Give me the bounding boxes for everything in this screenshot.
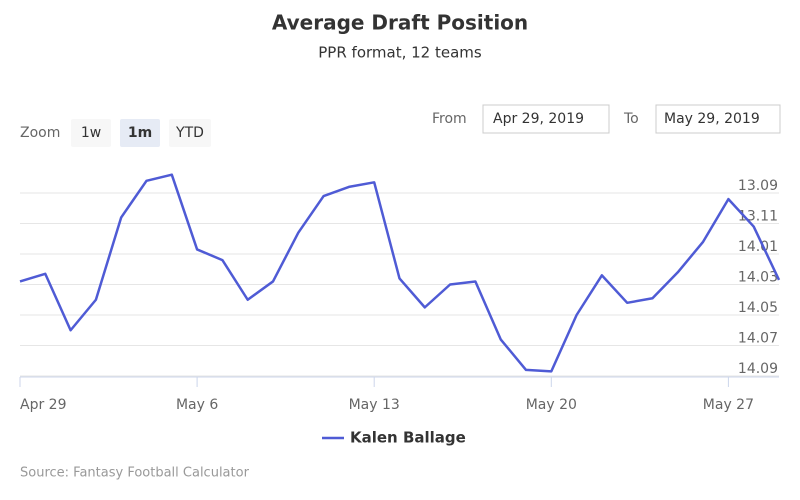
zoom-button[interactable] bbox=[71, 119, 111, 147]
to-value[interactable]: May 29, 2019 bbox=[664, 111, 760, 127]
zoom-button[interactable] bbox=[169, 119, 211, 147]
chart-subtitle: PPR format, 12 teams bbox=[318, 44, 482, 62]
y-tick-label: 14.07 bbox=[738, 331, 778, 347]
x-tick-label: May 6 bbox=[176, 397, 218, 413]
y-tick-label: 14.01 bbox=[738, 239, 778, 255]
y-tick-label: 14.03 bbox=[738, 270, 778, 286]
from-value[interactable]: Apr 29, 2019 bbox=[493, 111, 584, 127]
to-label: To bbox=[623, 111, 639, 127]
zoom-button-label[interactable]: 1w bbox=[81, 125, 101, 141]
y-tick-label: 14.09 bbox=[738, 361, 778, 377]
from-label: From bbox=[432, 111, 467, 127]
from-input[interactable] bbox=[482, 104, 610, 134]
x-tick-label: Apr 29 bbox=[20, 397, 66, 413]
zoom-button-label[interactable]: YTD bbox=[175, 125, 204, 141]
y-tick-label: 13.09 bbox=[738, 178, 778, 194]
chart-title: Average Draft Position bbox=[272, 11, 528, 35]
to-input[interactable] bbox=[655, 104, 781, 134]
x-tick-label: May 13 bbox=[349, 397, 400, 413]
legend-label[interactable]: Kalen Ballage bbox=[350, 429, 466, 447]
y-tick-label: 14.05 bbox=[738, 300, 778, 316]
x-tick-label: May 27 bbox=[703, 397, 754, 413]
zoom-button-label[interactable]: 1m bbox=[128, 125, 152, 141]
source: Source: Fantasy Football Calculator bbox=[20, 466, 250, 481]
zoom-button[interactable] bbox=[120, 119, 160, 147]
zoom-label: Zoom bbox=[20, 125, 60, 141]
x-tick-label: May 20 bbox=[526, 397, 577, 413]
line-series bbox=[19, 173, 781, 373]
